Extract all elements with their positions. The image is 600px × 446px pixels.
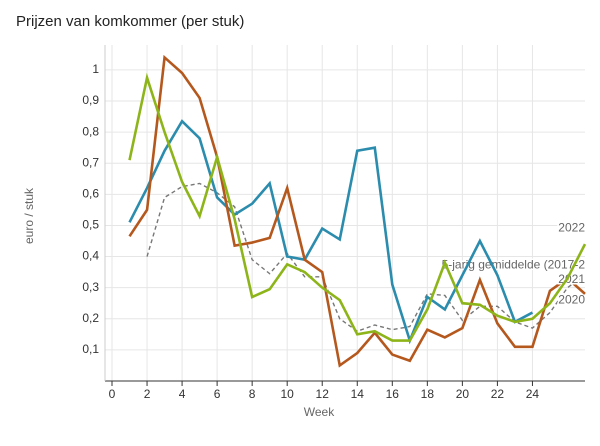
y-tick-label: 0,9 [82,93,99,107]
y-tick-label: 0,5 [82,218,99,232]
series-label: 2022 [558,220,585,234]
x-tick-label: 10 [281,387,295,401]
x-tick-label: 16 [386,387,400,401]
series-line [128,54,586,368]
y-tick-label: 0,6 [82,187,99,201]
series-line [128,119,534,345]
x-tick-label: 18 [421,387,435,401]
x-axis-title: Week [304,405,335,419]
series-label: 2020 [558,293,585,307]
x-tick-label: 12 [316,387,330,401]
series-line [146,182,586,333]
x-tick-label: 22 [491,387,505,401]
y-tick-label: 0,3 [82,280,99,294]
x-tick-label: 14 [351,387,365,401]
y-tick-label: 0,1 [82,342,99,356]
x-tick-label: 20 [456,387,470,401]
x-tick-label: 6 [214,387,221,401]
y-tick-label: 0,7 [82,155,99,169]
chart-title: Prijzen van komkommer (per stuk) [16,13,244,30]
series-line [128,72,587,342]
series-label: 5-jarig gemiddelde (2017-2 [442,257,586,271]
y-axis-title: euro / stuk [22,187,36,244]
y-tick-label: 0,2 [82,311,99,325]
x-tick-label: 0 [109,387,116,401]
y-tick-label: 0,4 [82,249,99,263]
y-tick-label: 1 [92,62,99,76]
x-tick-label: 24 [526,387,540,401]
x-tick-label: 8 [249,387,256,401]
x-tick-label: 2 [144,387,151,401]
x-tick-label: 4 [179,387,186,401]
y-tick-label: 0,8 [82,124,99,138]
